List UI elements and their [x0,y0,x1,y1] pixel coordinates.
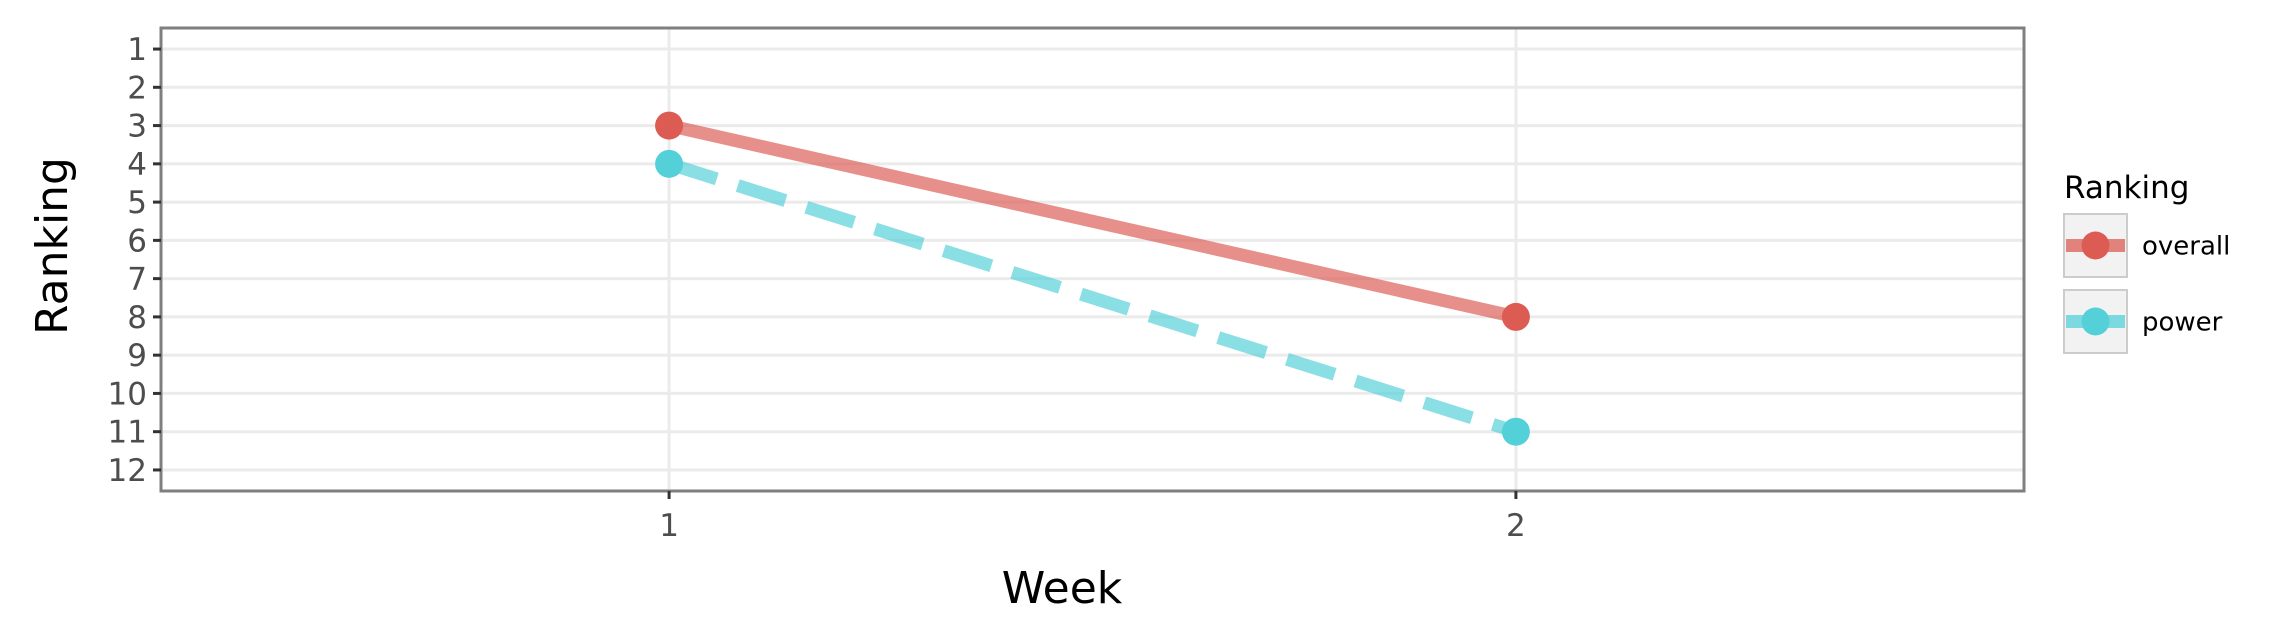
x-tick-label: 1 [659,508,679,544]
legend-label-power: power [2142,308,2223,338]
legend-item-overall: overall [2063,213,2230,278]
y-tick-label: 11 [108,415,147,451]
data-point-power [1501,417,1530,446]
y-axis-title: Ranking [27,157,78,335]
data-point-overall [655,111,684,140]
x-tick-label: 2 [1506,508,1526,544]
y-tick-label: 10 [108,376,147,412]
y-tick-label: 8 [127,300,147,336]
legend-key-point [2081,307,2110,336]
y-tick-label: 12 [108,453,147,489]
series-line-overall [667,119,1518,324]
legend: Ranking overall power [2063,170,2230,354]
y-tick-label: 5 [127,185,147,221]
grid [161,28,2024,491]
legend-key-point [2081,231,2110,260]
y-tick-label: 6 [127,223,147,259]
y-tick-label: 1 [127,32,147,68]
series-line-power [667,157,1518,438]
y-tick-label: 4 [127,147,147,183]
data-point-power [655,149,684,178]
y-tick-label: 7 [127,262,147,298]
x-axis-title: Week [1002,563,1123,614]
y-tick-label: 3 [127,109,147,145]
data-point-overall [1501,302,1530,331]
legend-item-power: power [2063,289,2223,354]
series-layer [655,111,1530,446]
legend-title: Ranking [2064,170,2189,206]
y-tick-label: 9 [127,338,147,374]
legend-label-overall: overall [2142,232,2230,262]
plot-border [159,26,2026,493]
y-tick-label: 2 [127,70,147,106]
